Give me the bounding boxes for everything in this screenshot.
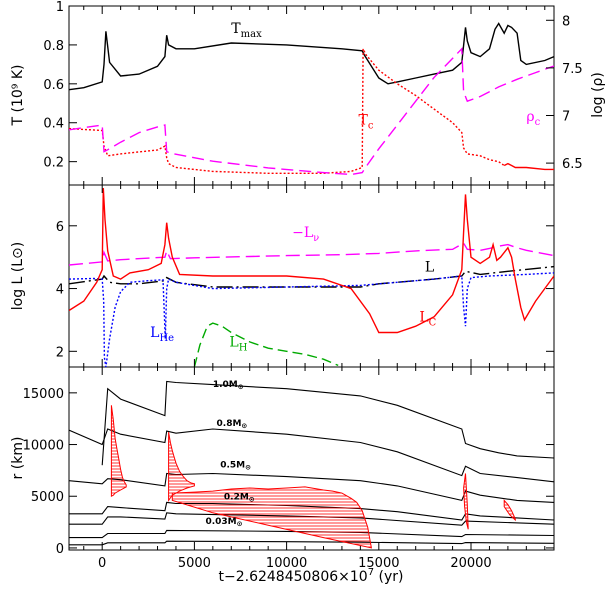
- mass-label-4-sun-symbol: ⊙: [237, 520, 243, 528]
- series-lhe: [69, 272, 554, 367]
- mass-label-1-sun-symbol: ⊙: [241, 422, 247, 430]
- mass-label-4-text: 0.03M: [205, 517, 236, 527]
- panel-1-plot-area: [69, 188, 554, 367]
- ytick-label-0-2: 0.6: [43, 78, 64, 93]
- panel-top-ylabel-right: log (ρ): [590, 72, 606, 118]
- ytick-label-0-1: 0.4: [43, 117, 64, 132]
- annotation-0-1: Tc: [359, 113, 374, 132]
- ytick-right-label-3: 8: [562, 14, 570, 29]
- ytick-label-0-0: 0.2: [43, 156, 64, 171]
- shell-m01: [69, 512, 554, 526]
- annotation-1-0-sub: ν: [313, 233, 319, 244]
- burning-cflame: [171, 486, 373, 549]
- annotation-1-4: LC: [419, 310, 436, 329]
- annotation-1-0-main: −L: [292, 225, 313, 241]
- xtick-label-1: 5000: [178, 556, 211, 571]
- ticks-layer: [69, 5, 554, 550]
- series-tmax: [69, 22, 554, 91]
- panel-2-plot-area: [69, 380, 554, 549]
- mass-label-2: 0.5M⊙: [220, 460, 251, 471]
- annotation-0-2: ρc: [526, 109, 540, 128]
- xtick-label-2: 10000: [266, 556, 307, 571]
- annotation-1-3-main: L: [229, 335, 238, 351]
- burning-flash1: [110, 405, 127, 498]
- annotation-0-0-main: T: [231, 21, 241, 37]
- annotation-1-4-sub: C: [429, 318, 437, 329]
- shell-m001: [69, 540, 554, 546]
- series-tc: [69, 48, 505, 174]
- annotation-1-0: −Lν: [292, 225, 319, 244]
- curves-layer: [69, 22, 554, 549]
- annotation-0-1-sub: c: [368, 121, 374, 132]
- annotation-1-3: LH: [229, 335, 247, 354]
- panel-bottom-ylabel: r (km): [10, 437, 26, 480]
- shell-m10: [101, 380, 554, 466]
- annotation-0-2-main: ρ: [526, 109, 534, 125]
- ytick-label-1-2: 6: [56, 220, 64, 235]
- mass-label-0-sun-symbol: ⊙: [238, 383, 244, 391]
- annotation-1-3-sub: H: [239, 343, 248, 354]
- annotation-1-4-main: L: [419, 310, 428, 326]
- ytick-label-0-4: 1: [56, 0, 64, 15]
- ytick-label-0-3: 0.8: [43, 39, 64, 54]
- series-rhoc: [69, 47, 554, 176]
- ytick-label-2-1: 5000: [31, 490, 64, 505]
- panel-middle-ylabel: log L (L⊙): [10, 242, 26, 311]
- panel-0-plot-area: [69, 22, 554, 176]
- ytick-right-label-1: 7: [562, 109, 570, 124]
- burning-flash3: [463, 473, 469, 530]
- ytick-right-label-0: 6.5: [562, 157, 583, 172]
- ytick-right-label-2: 7.5: [562, 62, 583, 77]
- annotation-0-0: Tmax: [231, 21, 262, 40]
- series-lh: [193, 322, 339, 367]
- x-axis-label: t−2.6248450806×107 (yr): [219, 567, 404, 585]
- ytick-label-2-2: 10000: [23, 439, 64, 454]
- burning-flash4: [503, 499, 516, 522]
- burning-flash2: [168, 432, 195, 502]
- xtick-label-0: 0: [98, 556, 106, 571]
- mass-label-4: 0.03M⊙: [205, 517, 242, 528]
- annotation-1-2: LHe: [150, 325, 174, 344]
- annotation-1-2-main: L: [150, 325, 159, 341]
- mass-label-0: 1.0M⊙: [213, 380, 244, 391]
- annotation-1-1: L: [425, 259, 434, 275]
- x-axis-label-suffix: (yr): [374, 569, 403, 585]
- annotation-1-1-main: L: [425, 259, 434, 275]
- ytick-label-2-3: 15000: [23, 387, 64, 402]
- shell-m08: [69, 428, 554, 483]
- mass-label-3-text: 0.2M: [224, 492, 249, 502]
- ytick-label-2-0: 0: [56, 542, 64, 557]
- x-axis-label-prefix: t−2.6248450806×10: [219, 569, 368, 585]
- panel-bottom-frame: [68, 366, 555, 551]
- panel-middle-frame: [68, 184, 555, 368]
- mass-label-3-sun-symbol: ⊙: [249, 495, 255, 503]
- annotation-0-1-main: T: [359, 113, 369, 129]
- xtick-label-4: 20000: [450, 556, 491, 571]
- series-tc_solid: [503, 162, 554, 171]
- ytick-label-1-0: 2: [56, 345, 64, 360]
- mass-label-1-text: 0.8M: [217, 419, 242, 429]
- series-lc: [69, 188, 554, 334]
- mass-label-3: 0.2M⊙: [224, 492, 255, 503]
- mass-label-2-sun-symbol: ⊙: [245, 463, 251, 471]
- mass-label-1: 0.8M⊙: [217, 419, 248, 430]
- annotation-1-2-sub: He: [159, 333, 174, 344]
- panel-top-ylabel: T (10⁹ K): [10, 65, 26, 127]
- mass-label-2-text: 0.5M: [220, 460, 245, 470]
- series-lnu: [69, 242, 554, 266]
- annotation-0-0-sub: max: [241, 29, 262, 40]
- xtick-label-3: 15000: [358, 556, 399, 571]
- ytick-label-1-1: 4: [56, 283, 64, 298]
- x-axis-label-exponent: 7: [368, 567, 374, 578]
- annotation-0-2-sub: c: [535, 117, 541, 128]
- shell-m003: [69, 529, 554, 539]
- mass-label-0-text: 1.0M: [213, 380, 238, 390]
